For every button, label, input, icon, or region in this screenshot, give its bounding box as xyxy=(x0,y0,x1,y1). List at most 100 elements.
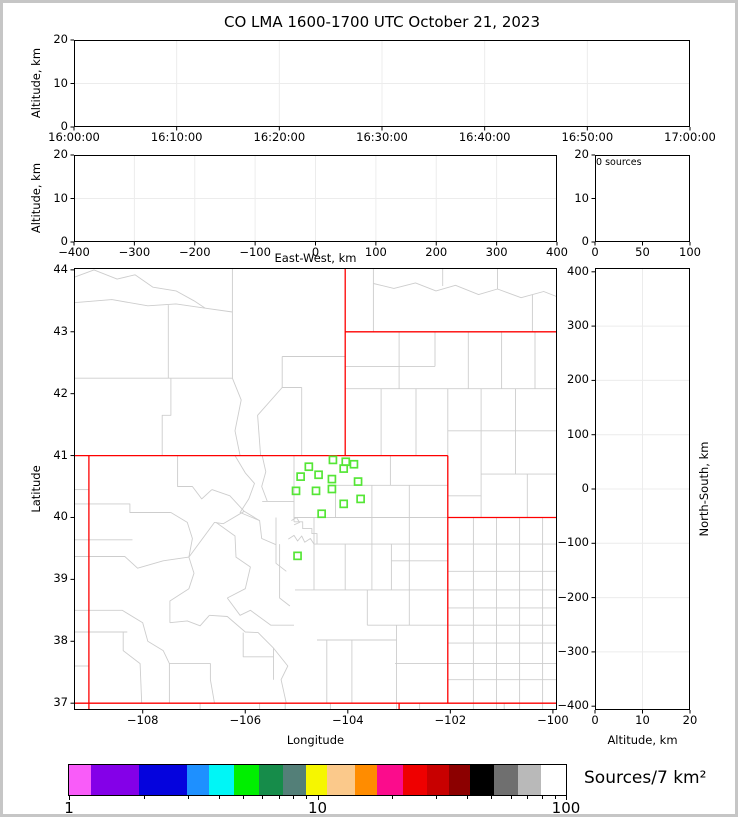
colorbar-minor-tick xyxy=(392,796,394,799)
lma-station-marker xyxy=(291,486,301,496)
county-boundary xyxy=(288,534,315,545)
colorbar-minor-tick xyxy=(541,796,543,799)
east-west-x-tick-label: −400 xyxy=(58,245,90,259)
time-height-x-tick-label: 16:10:00 xyxy=(150,130,203,144)
hist-annotation: 0 sources xyxy=(596,157,642,168)
colorbar-minor-tick xyxy=(262,796,264,799)
north-south-y-tick-label: 400 xyxy=(567,263,589,278)
colorbar-segment xyxy=(69,765,92,795)
colorbar-segment xyxy=(138,765,188,795)
county-boundary xyxy=(74,609,170,704)
north-south-y-tick-label: 0 xyxy=(581,481,589,495)
map-y-tick-label: 39 xyxy=(53,571,68,586)
colorbar-minor-tick xyxy=(467,796,469,799)
figure-title: CO LMA 1600-1700 UTC October 21, 2023 xyxy=(223,13,540,31)
north-south-y-tick-label: 300 xyxy=(567,318,589,333)
time-height-y-tick-label: 10 xyxy=(53,75,68,90)
lma-station-marker xyxy=(349,459,359,469)
colorbar-tick-label: 10 xyxy=(307,799,328,817)
time-height-x-tick-label: 17:00:00 xyxy=(664,130,716,144)
county-boundary xyxy=(188,510,245,558)
east-west-x-tick-label: 300 xyxy=(485,245,508,259)
north-south-y-tick-label: −100 xyxy=(557,535,589,550)
north-south-y-tick-label: −300 xyxy=(557,643,589,658)
lma-station-marker xyxy=(328,455,338,465)
colorbar-title: Sources/7 km² xyxy=(584,768,707,788)
county-boundary xyxy=(170,512,193,558)
colorbar-minor-tick xyxy=(527,796,529,799)
county-boundary xyxy=(169,556,195,623)
county-boundary xyxy=(257,387,283,456)
map-y-tick-label: 38 xyxy=(53,633,68,648)
lma-station-marker xyxy=(311,486,321,496)
time-height-x-tick-label: 16:00:00 xyxy=(48,130,100,144)
colorbar-segment xyxy=(449,765,471,795)
county-boundary xyxy=(209,614,289,704)
east-west-y-tick-label: 10 xyxy=(53,190,68,205)
east-west-y-tick-label: 0 xyxy=(60,234,68,248)
histogram-x-tick-label: 50 xyxy=(635,245,650,259)
colorbar xyxy=(68,764,567,796)
colorbar-minor-tick xyxy=(554,796,556,799)
map-plot-area xyxy=(70,268,557,714)
histogram-y-tick-label: 0 xyxy=(581,234,589,248)
county-boundary xyxy=(169,663,215,704)
north-south-x-tick-label: 0 xyxy=(591,713,599,727)
colorbar-minor-tick xyxy=(242,796,244,799)
east-west-y-tick-label: 20 xyxy=(53,147,68,161)
map-x-tick-label: −106 xyxy=(229,713,262,727)
county-boundary xyxy=(73,269,206,309)
east-west-x-tick-label: 200 xyxy=(425,245,448,259)
histogram-y-tick-label: 10 xyxy=(574,190,589,205)
colorbar-major-tick xyxy=(69,796,70,800)
north-south-plot-area xyxy=(591,268,691,714)
lma-station-marker xyxy=(339,464,349,473)
time-height-x-tick-label: 16:30:00 xyxy=(356,130,408,144)
map-x-tick-label: −100 xyxy=(537,713,569,727)
time-height-plot-area xyxy=(70,39,691,131)
lma-station-marker xyxy=(293,551,302,561)
lma-station-marker xyxy=(353,477,363,486)
north-south-y-tick-label: 200 xyxy=(567,372,589,387)
colorbar-segment xyxy=(470,765,495,795)
county-boundary xyxy=(291,517,301,526)
colorbar-minor-tick xyxy=(306,796,308,799)
north-south-y-tick-label: −200 xyxy=(557,589,589,604)
colorbar-minor-tick xyxy=(491,796,493,799)
colorbar-segment xyxy=(377,765,404,795)
axes-frame xyxy=(74,40,690,127)
county-boundary xyxy=(373,282,557,299)
county-boundary xyxy=(205,307,233,313)
colorbar-major-tick xyxy=(566,796,567,800)
lma-station-marker xyxy=(304,462,314,472)
colorbar-segment xyxy=(541,765,566,795)
colorbar-segment xyxy=(305,765,328,795)
time-height-y-tick-label: 20 xyxy=(53,32,68,46)
time-height-x-tick-label: 16:20:00 xyxy=(253,130,306,144)
colorbar-segment xyxy=(427,765,450,795)
map-y-tick-label: 41 xyxy=(53,447,68,462)
east-west-x-tick-label: 100 xyxy=(364,245,387,259)
east-west-x-tick-label: 0 xyxy=(311,245,320,259)
north-south-y-tick-label: 100 xyxy=(567,426,589,441)
east-west-x-tick-label: −100 xyxy=(239,245,271,259)
county-boundary xyxy=(234,455,260,522)
map-x-tick-label: −104 xyxy=(332,713,364,727)
lma-station-marker xyxy=(314,470,323,480)
county-boundary xyxy=(73,299,206,309)
histogram-y-tick-label: 20 xyxy=(574,147,589,161)
map-x-tick-label: −102 xyxy=(434,713,467,727)
colorbar-segment xyxy=(354,765,378,795)
ns-panel-ylabel: North-South, km xyxy=(697,441,711,537)
north-south-x-tick-label: 10 xyxy=(635,713,650,727)
time-height-x-tick-label: 16:40:00 xyxy=(458,130,511,144)
north-south-y-tick-label: −400 xyxy=(557,698,589,713)
colorbar-minor-tick xyxy=(293,796,295,799)
county-boundary xyxy=(74,503,171,513)
time-height-y-tick-label: 0 xyxy=(60,119,68,133)
colorbar-segment xyxy=(494,765,519,795)
county-boundary xyxy=(261,455,268,502)
colorbar-segment xyxy=(187,765,210,795)
map-x-tick-label: −108 xyxy=(126,713,159,727)
colorbar-minor-tick xyxy=(218,796,220,799)
